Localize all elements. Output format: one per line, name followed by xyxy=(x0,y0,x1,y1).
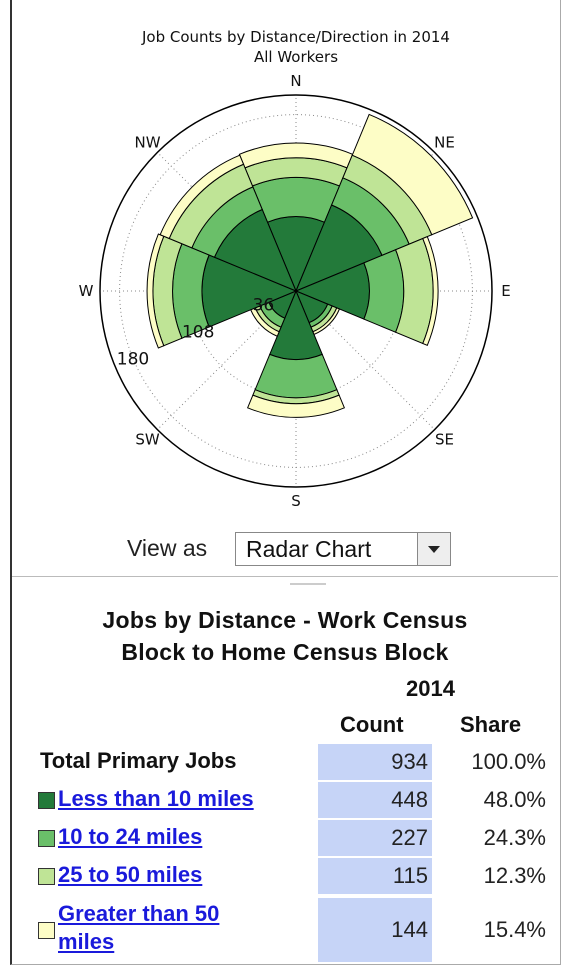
direction-label: E xyxy=(501,282,510,300)
direction-label: N xyxy=(290,72,301,90)
swatch xyxy=(38,830,55,847)
share-cell: 100.0% xyxy=(471,749,546,774)
wedge-segment xyxy=(254,353,338,399)
r-tick-label: 180 xyxy=(117,350,149,370)
select-arrow[interactable] xyxy=(417,533,450,565)
column-header: Count xyxy=(340,712,404,737)
direction-label: NW xyxy=(134,134,160,152)
direction-label: S xyxy=(291,492,301,510)
table: Jobs by Distance - Work Census Block to … xyxy=(20,604,550,962)
r-tick-label: 108 xyxy=(182,323,214,343)
row-link[interactable]: Less than 10 miles xyxy=(58,786,254,811)
count-cell: 934 xyxy=(318,744,432,780)
share-cell: 24.3% xyxy=(483,825,546,850)
wedge-segment xyxy=(351,113,474,236)
wedge-segment xyxy=(246,394,346,418)
table-row: Total Primary Jobs 934 100.0% xyxy=(20,744,550,780)
frame xyxy=(10,0,561,965)
swatch xyxy=(38,922,55,939)
chart-subtitle: All Workers xyxy=(254,48,338,66)
table-row: Greater than 50 miles 144 15.4% xyxy=(20,898,550,962)
view-label: View as xyxy=(127,535,208,561)
wedge-segment xyxy=(251,176,341,223)
row-link[interactable]: 25 to 50 miles xyxy=(58,862,203,887)
chart-title: Job Counts by Distance/Direction in 2014 xyxy=(141,28,450,46)
row-label: Total Primary Jobs xyxy=(40,748,237,773)
year-header: 2014 xyxy=(406,676,455,701)
wedge-segment xyxy=(422,235,439,347)
count-cell: 227 xyxy=(318,820,432,856)
chart-panel xyxy=(12,0,558,577)
count-cell: 448 xyxy=(318,782,432,818)
share-cell: 48.0% xyxy=(483,787,546,812)
count-cell: 115 xyxy=(318,858,432,894)
swatch xyxy=(38,792,55,809)
select-value[interactable]: Radar Chart xyxy=(246,536,372,562)
r-tick-label: 36 xyxy=(253,296,275,316)
view-select[interactable]: Radar Chart xyxy=(235,532,451,566)
row-link[interactable]: 10 to 24 miles xyxy=(58,824,203,849)
direction-label: W xyxy=(79,282,94,300)
table-title: Jobs by Distance - Work Census xyxy=(102,607,468,633)
wedge-segment xyxy=(159,154,245,240)
chart: Job Counts by Distance/Direction in 2014… xyxy=(79,28,511,510)
wedge-segment xyxy=(363,249,405,333)
column-header: Share xyxy=(460,712,522,737)
divider xyxy=(290,583,326,585)
table-row: 25 to 50 miles 115 12.3% xyxy=(20,858,550,894)
grid-ring xyxy=(119,114,473,468)
direction-label: SE xyxy=(435,430,454,448)
table-title: Block to Home Census Block xyxy=(121,639,449,665)
direction-label: NE xyxy=(434,134,455,152)
share-cell: 15.4% xyxy=(483,917,546,942)
table-row: Less than 10 miles 448 48.0% xyxy=(20,782,550,818)
swatch xyxy=(38,868,55,885)
count-cell: 144 xyxy=(318,898,432,962)
table-row: 10 to 24 miles 227 24.3% xyxy=(20,820,550,856)
row-link[interactable]: Greater than 50 miles xyxy=(58,901,220,954)
direction-label: SW xyxy=(135,430,160,448)
share-cell: 12.3% xyxy=(483,863,546,888)
